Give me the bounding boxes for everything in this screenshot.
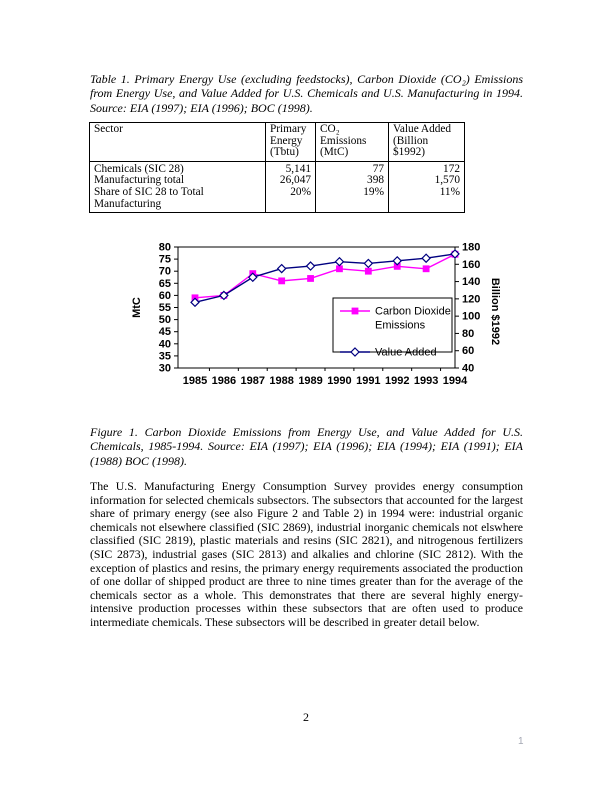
svg-text:1989: 1989 — [298, 375, 322, 387]
page-number: 2 — [303, 710, 309, 724]
svg-text:70: 70 — [159, 266, 171, 278]
table-cell-sector: Chemicals (SIC 28) — [89, 161, 266, 176]
svg-text:1985: 1985 — [183, 375, 207, 387]
svg-text:1990: 1990 — [327, 375, 351, 387]
table-header-co2-emissions: CO₂ Emissions (MtC) — [315, 122, 389, 162]
left-axis-title: MtC — [131, 297, 143, 318]
svg-text:120: 120 — [462, 293, 480, 305]
table-caption: Table 1. Primary Energy Use (excluding f… — [90, 72, 523, 115]
figure1-line-chart: 30 35 40 45 50 55 60 65 70 75 80 40 60 80 100 120 140 160… — [130, 237, 510, 405]
table-cell-co2: 398 — [315, 175, 389, 187]
table-cell-primary-energy: 26,047 — [265, 175, 316, 187]
table-cell-primary-energy: 20% — [265, 186, 316, 213]
table-cell-co2: 77 — [315, 161, 389, 176]
svg-text:1991: 1991 — [356, 375, 380, 387]
body-paragraph: The U.S. Manufacturing Energy Consumptio… — [90, 479, 523, 629]
svg-text:40: 40 — [462, 363, 474, 375]
table-header-sector: Sector — [89, 122, 266, 162]
svg-text:40: 40 — [159, 338, 171, 350]
table-cell-value-added: 1,570 — [434, 174, 460, 187]
svg-text:75: 75 — [159, 254, 171, 266]
svg-text:1988: 1988 — [269, 375, 293, 387]
svg-text:50: 50 — [159, 314, 171, 326]
table-cell-sector: Manufacturing total — [89, 175, 266, 187]
svg-text:1986: 1986 — [212, 375, 236, 387]
svg-text:30: 30 — [159, 363, 171, 375]
figure-caption: Figure 1. Carbon Dioxide Emissions from … — [90, 425, 523, 468]
svg-text:65: 65 — [159, 278, 171, 290]
svg-text:100: 100 — [462, 311, 480, 323]
svg-text:1994: 1994 — [443, 375, 468, 387]
table-cell-primary-energy: 5,141 — [265, 161, 316, 176]
svg-text:55: 55 — [159, 302, 171, 314]
table-header-row: Sector Primary Energy (Tbtu) CO₂ Emissio… — [89, 122, 465, 162]
table-header-primary-energy: Primary Energy (Tbtu) — [265, 122, 316, 162]
table-cell-value-added: 11% — [439, 185, 460, 198]
table-row: Share of SIC 28 to Total Manufacturing 2… — [89, 185, 465, 213]
svg-text:35: 35 — [159, 350, 171, 362]
table-row: Chemicals (SIC 28) 5,141 77 172 — [89, 161, 465, 176]
svg-text:60: 60 — [159, 290, 171, 302]
corner-annotation: 1 — [518, 736, 524, 747]
svg-text:60: 60 — [462, 345, 474, 357]
legend-label: Value Added — [375, 347, 437, 359]
chart-canvas: 3035404550556065707580406080100120140160… — [131, 242, 501, 388]
table-row: Manufacturing total 26,047 398 1,570 — [89, 174, 465, 187]
svg-text:1992: 1992 — [385, 375, 409, 387]
svg-text:160: 160 — [462, 259, 480, 271]
legend-label: Emissions — [375, 320, 426, 332]
svg-text:1987: 1987 — [241, 375, 265, 387]
svg-text:45: 45 — [159, 326, 171, 338]
data-table: Sector Primary Energy (Tbtu) CO₂ Emissio… — [89, 122, 465, 214]
chart-legend-box — [332, 297, 453, 353]
table-header-value-added: Value Added (Billion $1992) — [388, 122, 465, 162]
table-cell-value-added: 172 — [443, 162, 460, 175]
legend-label: Carbon Dioxide — [375, 306, 451, 318]
table-cell-co2: 19% — [315, 186, 389, 213]
table-cell-sector: Share of SIC 28 to Total Manufacturing — [89, 186, 266, 213]
right-axis-title: Billion $1992 — [489, 278, 501, 345]
svg-text:80: 80 — [159, 242, 171, 254]
svg-text:140: 140 — [462, 276, 480, 288]
svg-text:1993: 1993 — [414, 375, 438, 387]
svg-text:80: 80 — [462, 328, 474, 340]
svg-text:180: 180 — [462, 242, 480, 254]
